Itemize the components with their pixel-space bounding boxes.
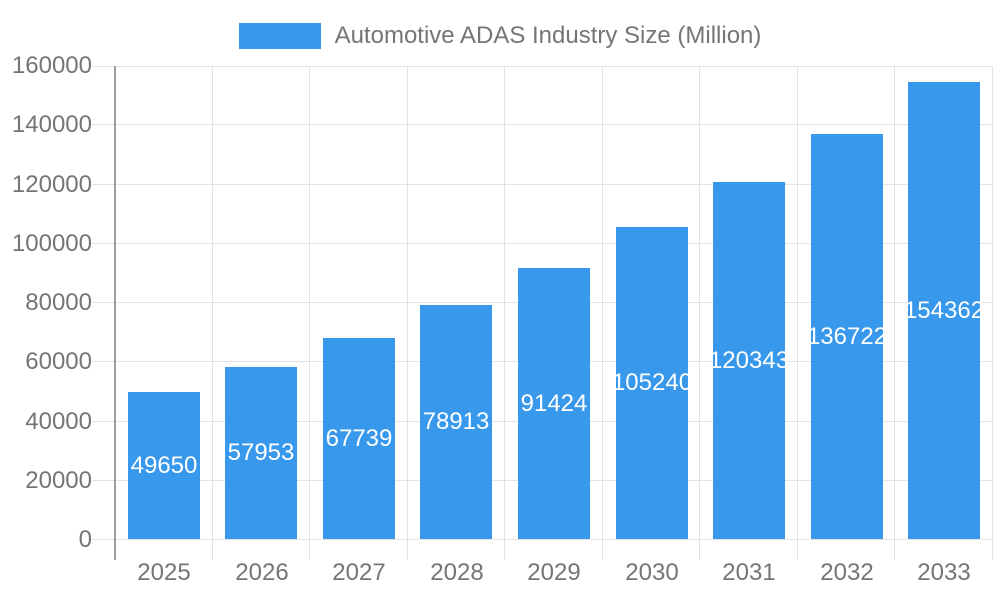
gridline-y xyxy=(92,243,993,244)
bar-value-label: 78913 xyxy=(422,408,490,435)
y-tick-label: 160000 xyxy=(11,52,92,79)
gridline-y xyxy=(92,66,993,67)
bar-2025[interactable]: 49650 xyxy=(128,392,200,539)
bar-value-label: 49650 xyxy=(130,451,198,479)
gridline-y xyxy=(92,539,993,540)
bar-2026[interactable]: 57953 xyxy=(225,367,297,539)
legend-swatch[interactable] xyxy=(238,23,321,49)
bar-value-label: 91424 xyxy=(520,389,588,417)
gridline-x xyxy=(894,66,895,560)
bar-value-label: 120343 xyxy=(708,346,790,374)
y-tick-label: 60000 xyxy=(25,348,92,375)
bar-value-label: 136722 xyxy=(806,322,888,350)
y-tick-label: 40000 xyxy=(25,408,92,435)
y-tick-label: 20000 xyxy=(25,467,92,494)
bar-2028[interactable]: 78913 xyxy=(420,305,492,539)
bar-2027[interactable]: 67739 xyxy=(323,338,395,539)
bar-2030[interactable]: 105240 xyxy=(612,227,692,539)
bar-2033[interactable]: 154362 xyxy=(904,82,984,539)
bar-2031[interactable]: 120343 xyxy=(709,182,789,539)
bar-value-label: 154362 xyxy=(903,296,985,324)
y-tick-label: 100000 xyxy=(11,230,92,257)
plot-area: 49650 57953 67739 78913 91424 105240 120343 136… xyxy=(92,66,993,560)
gridline-x xyxy=(407,66,408,560)
y-tick-label: 80000 xyxy=(25,289,92,316)
y-tick-label: 120000 xyxy=(11,171,92,198)
bar-2032[interactable]: 136722 xyxy=(807,134,887,539)
gridline-x xyxy=(212,66,213,560)
bar-value-label: 57953 xyxy=(227,439,295,466)
gridline-x xyxy=(797,66,798,560)
y-tick-label: 0 xyxy=(78,526,92,553)
x-tick-label: 2027 xyxy=(332,559,386,586)
legend-label[interactable]: Automotive ADAS Industry Size (Million) xyxy=(334,22,762,49)
x-tick-label: 2026 xyxy=(235,559,289,586)
bar-2029[interactable]: 91424 xyxy=(518,268,590,539)
x-tick-label: 2033 xyxy=(917,559,971,586)
x-tick-label: 2028 xyxy=(430,559,484,586)
gridline-x xyxy=(699,66,700,560)
x-tick-label: 2030 xyxy=(625,559,679,586)
x-tick-label: 2025 xyxy=(137,559,191,586)
gridline-y xyxy=(92,184,993,185)
y-axis-line xyxy=(114,66,116,560)
bar-value-label: 105240 xyxy=(611,369,693,396)
x-tick-label: 2029 xyxy=(527,559,581,586)
x-tick-label: 2031 xyxy=(722,559,776,586)
gridline-x xyxy=(602,66,603,560)
gridline-y xyxy=(92,124,993,125)
gridline-x xyxy=(309,66,310,560)
x-tick-label: 2032 xyxy=(820,559,874,586)
gridline-x xyxy=(992,66,993,560)
gridline-x xyxy=(504,66,505,560)
y-tick-label: 140000 xyxy=(11,111,92,138)
bar-value-label: 67739 xyxy=(325,424,393,452)
legend: Automotive ADAS Industry Size (Million) xyxy=(0,22,1000,50)
